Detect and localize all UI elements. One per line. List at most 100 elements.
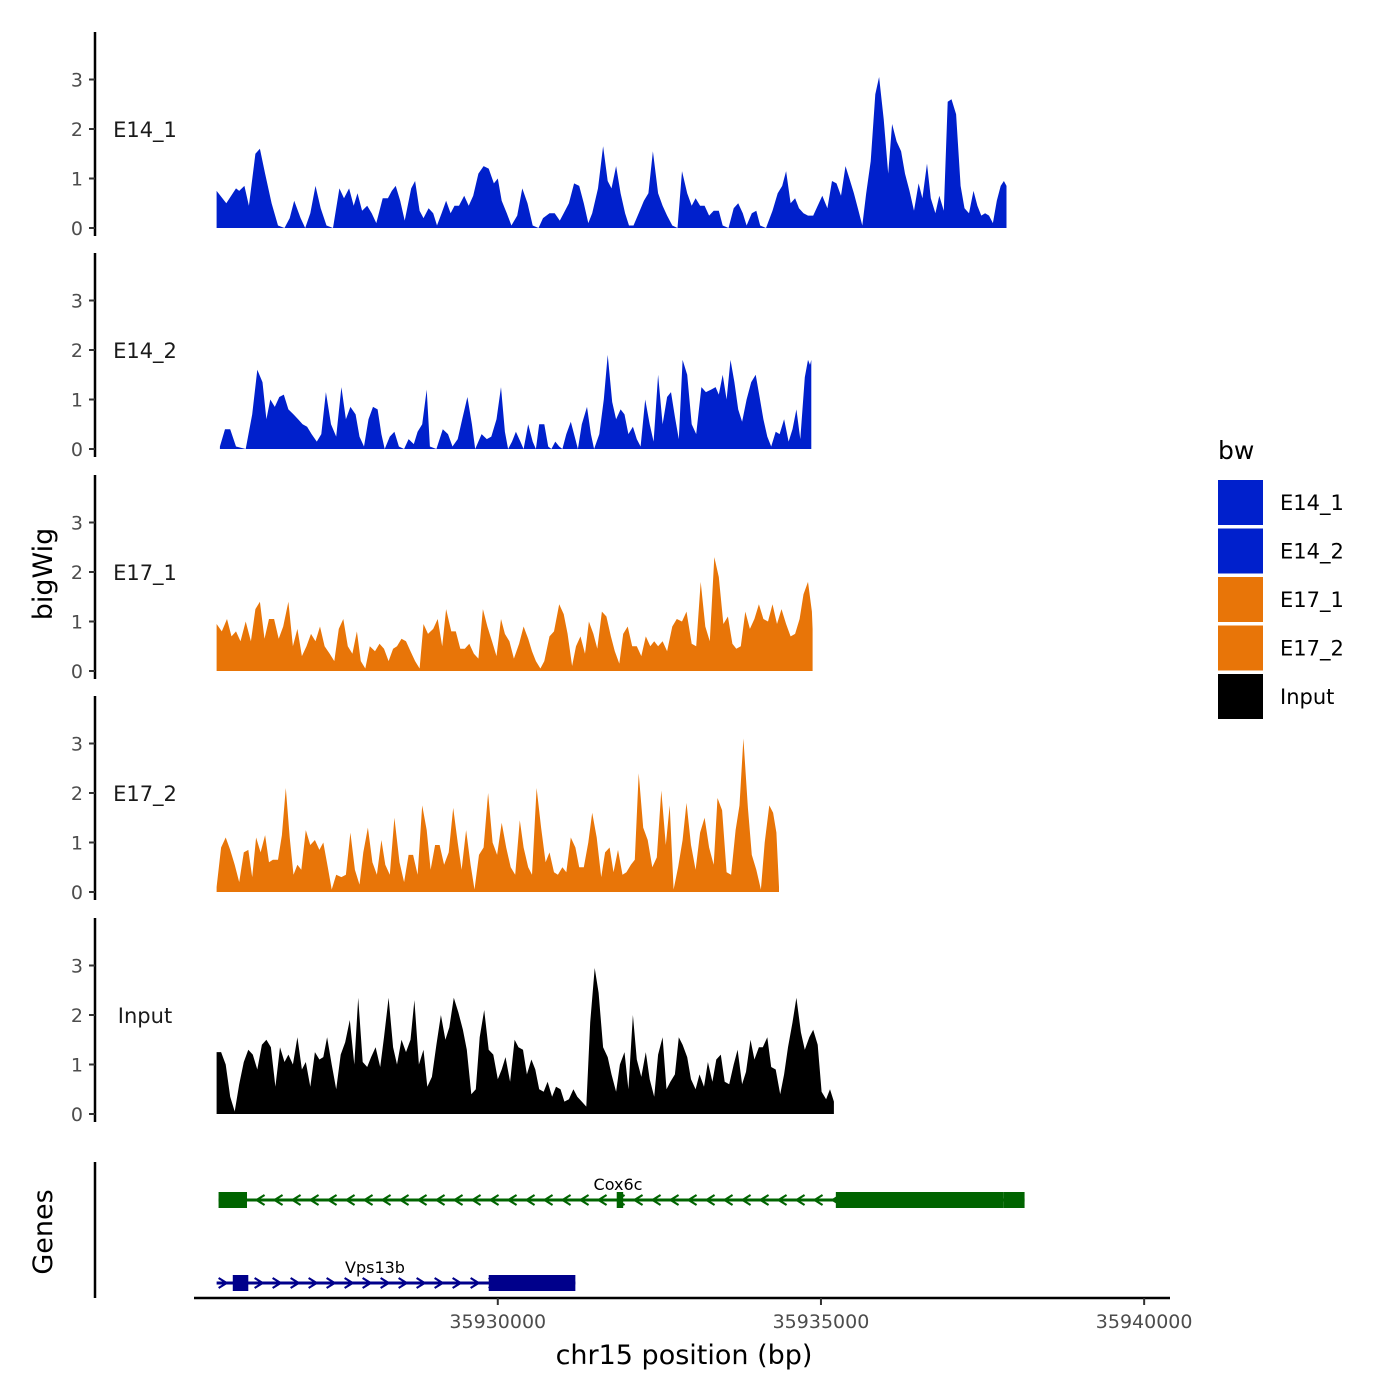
y-tick-label: 2 (71, 562, 83, 584)
track-E14_1: 0 1 2 3 E14_1 (71, 32, 1007, 240)
x-axis: 35930000 35935000 35940000 (194, 1296, 1193, 1333)
legend-swatch (1218, 577, 1263, 622)
y-tick-label: 1 (71, 169, 83, 191)
legend-item-E17_2: E17_2 (1218, 625, 1344, 671)
gene-Vps13b: Vps13b (216, 1258, 576, 1291)
strand-arrow (704, 1194, 716, 1206)
y-tick-label: 3 (71, 70, 83, 92)
strand-arrow (542, 1194, 554, 1206)
gene-Cox6c: Cox6c (218, 1175, 1025, 1208)
strand-arrow (470, 1194, 482, 1206)
legend-label: E14_2 (1280, 540, 1344, 565)
gene-exon (616, 1192, 624, 1208)
legend-item-E17_1: E17_1 (1218, 577, 1344, 622)
track-label: Input (118, 1004, 172, 1028)
strand-arrow (452, 1277, 463, 1289)
signal-area-E14_1 (216, 77, 1007, 228)
genes-panel: Cox6c Vps13b (93, 1162, 1025, 1298)
gene-exon (835, 1192, 1004, 1208)
strand-arrow (254, 1194, 266, 1206)
signal-area-Input (216, 968, 834, 1114)
y-tick-label: 3 (71, 513, 83, 535)
y-tick-label: 3 (71, 291, 83, 313)
strand-arrow (794, 1194, 806, 1206)
gene-exon (218, 1192, 248, 1208)
strand-arrow (290, 1194, 302, 1206)
legend-item-E14_2: E14_2 (1218, 528, 1344, 574)
strand-arrow (632, 1194, 644, 1206)
legend-item-Input: Input (1218, 674, 1334, 719)
strand-arrow (434, 1277, 445, 1289)
signal-area-E14_2 (219, 354, 812, 449)
strand-arrow (398, 1194, 410, 1206)
y-tick-label: 2 (71, 340, 83, 362)
legend-label: E17_2 (1280, 637, 1344, 662)
strand-arrow (380, 1277, 391, 1289)
legend-swatch (1218, 674, 1263, 719)
strand-arrow (254, 1277, 265, 1289)
y-tick-label: 2 (71, 783, 83, 805)
track-E14_2: 0 1 2 3 E14_2 (71, 253, 812, 461)
legend-swatch (1218, 625, 1263, 671)
legend-label: E17_1 (1280, 588, 1344, 613)
strand-arrow (578, 1194, 590, 1206)
legend-title: bw (1218, 436, 1254, 465)
y-tick-label: 2 (71, 1005, 83, 1027)
x-tick-label: 35940000 (1096, 1311, 1193, 1333)
legend-label: Input (1280, 685, 1334, 709)
y-tick-label: 0 (71, 218, 83, 240)
strand-arrow (218, 1277, 229, 1289)
strand-arrow (380, 1194, 392, 1206)
x-tick-label: 35935000 (773, 1311, 870, 1333)
y-tick-label: 1 (71, 612, 83, 634)
track-label: E17_1 (113, 561, 177, 586)
legend-label: E14_1 (1280, 491, 1344, 516)
y-tick-label: 3 (71, 956, 83, 978)
signal-area-E17_2 (216, 738, 780, 892)
track-Input: 0 1 2 3 Input (71, 918, 834, 1126)
strand-arrow (524, 1194, 536, 1206)
track-label: E17_2 (113, 782, 177, 807)
legend-item-E14_1: E14_1 (1218, 480, 1344, 525)
strand-arrow (740, 1194, 752, 1206)
strand-arrow (344, 1277, 355, 1289)
gene-exon (488, 1275, 576, 1291)
track-label: E14_1 (113, 118, 177, 143)
gene-exon (1003, 1192, 1025, 1208)
track-label: E14_2 (113, 339, 177, 364)
strand-arrow (434, 1194, 446, 1206)
strand-arrow (596, 1194, 608, 1206)
genes-axis-title: Genes (28, 1189, 59, 1274)
strand-arrow (488, 1194, 500, 1206)
strand-arrow (344, 1194, 356, 1206)
y-axis-title: bigWig (28, 528, 59, 621)
gene-exon (232, 1275, 249, 1291)
y-tick-label: 3 (71, 734, 83, 756)
y-tick-label: 0 (71, 882, 83, 904)
y-tick-label: 0 (71, 661, 83, 683)
legend-swatch (1218, 528, 1263, 574)
strand-arrow (560, 1194, 572, 1206)
strand-arrow (506, 1194, 518, 1206)
y-tick-label: 1 (71, 833, 83, 855)
y-tick-label: 1 (71, 1055, 83, 1077)
tracks: 0 1 2 3 E14_1 0 1 2 3 E14_2 0 1 2 3 E17_1 0 1 2 3 E17_2 0 1 2 3… (71, 32, 1007, 1126)
strand-arrow (272, 1194, 284, 1206)
strand-arrow (758, 1194, 770, 1206)
strand-arrow (326, 1194, 338, 1206)
strand-arrow (668, 1194, 680, 1206)
strand-arrow (416, 1277, 427, 1289)
track-E17_1: 0 1 2 3 E17_1 (71, 475, 813, 683)
y-tick-label: 2 (71, 119, 83, 141)
strand-arrow (362, 1194, 374, 1206)
strand-arrow (452, 1194, 464, 1206)
gene-label: Cox6c (594, 1175, 643, 1194)
y-tick-label: 0 (71, 439, 83, 461)
strand-arrow (398, 1277, 409, 1289)
strand-arrow (272, 1277, 283, 1289)
legend: bw E14_1 E14_2 E17_1 E17_2 Input (1218, 436, 1344, 719)
signal-area-E17_1 (216, 557, 813, 671)
strand-arrow (308, 1194, 320, 1206)
strand-arrow (308, 1277, 319, 1289)
